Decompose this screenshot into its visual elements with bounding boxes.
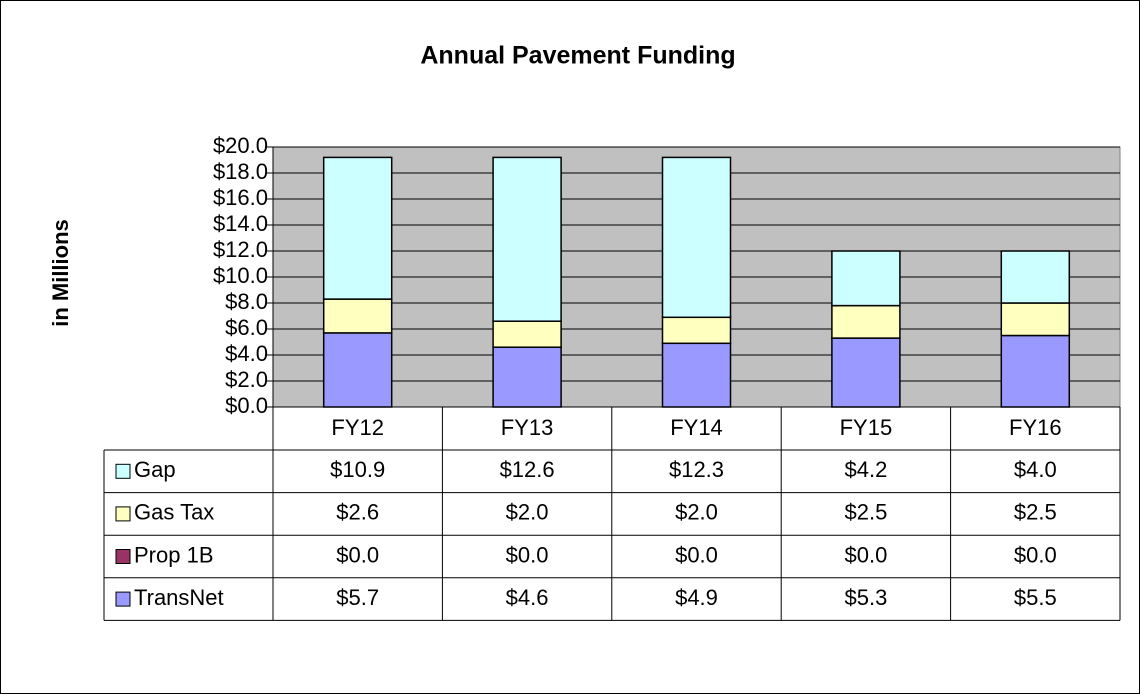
data-table-value: $12.6 xyxy=(500,457,555,482)
chart-title: Annual Pavement Funding xyxy=(420,42,735,70)
legend-label: Prop 1B xyxy=(134,542,214,567)
legend-swatch xyxy=(115,549,131,564)
bar-segment xyxy=(492,320,562,348)
y-tick-label: $4.0 xyxy=(225,341,268,366)
bar-segment xyxy=(322,298,393,334)
y-tick-label: $10.0 xyxy=(213,263,268,288)
x-tick-label: FY12 xyxy=(331,415,384,440)
y-tick-label: $0.0 xyxy=(225,393,268,418)
bar-segment xyxy=(322,156,393,300)
data-table-value: $12.3 xyxy=(669,457,724,482)
bar-segment xyxy=(492,346,562,408)
bar-segment xyxy=(661,342,732,408)
legend-label: Gap xyxy=(134,457,176,482)
y-tick-label: $8.0 xyxy=(225,289,268,314)
data-table-value: $2.6 xyxy=(336,500,379,525)
data-table-value: $5.3 xyxy=(844,585,887,610)
bar-segment xyxy=(831,337,901,408)
legend-swatch xyxy=(115,591,131,607)
x-tick-label: FY15 xyxy=(840,415,893,440)
bar-segment xyxy=(1000,250,1071,304)
data-table-value: $2.5 xyxy=(1014,500,1057,525)
data-table-value: $4.0 xyxy=(1014,457,1057,482)
x-tick-label: FY16 xyxy=(1009,415,1062,440)
y-tick-label: $20.0 xyxy=(213,133,268,158)
y-tick-label: $14.0 xyxy=(213,211,268,236)
x-tick-label: FY14 xyxy=(670,415,723,440)
y-tick-label: $18.0 xyxy=(213,159,268,184)
y-tick-label: $12.0 xyxy=(213,237,268,262)
data-table-value: $4.2 xyxy=(844,457,887,482)
bar-segment xyxy=(831,304,901,339)
data-table-value: $2.5 xyxy=(844,500,887,525)
bar-segment xyxy=(322,332,393,408)
data-table-value: $5.7 xyxy=(336,585,379,610)
y-tick-label: $2.0 xyxy=(225,367,268,392)
legend-swatch xyxy=(115,463,131,479)
data-table-value: $5.5 xyxy=(1014,585,1057,610)
data-table-value: $0.0 xyxy=(506,542,549,567)
data-table-value: $2.0 xyxy=(675,500,718,525)
bar-segment xyxy=(1000,302,1071,337)
bar-segment xyxy=(661,156,732,319)
data-table-value: $0.0 xyxy=(844,542,887,567)
bar-segment xyxy=(831,250,901,307)
y-tick-label: $16.0 xyxy=(213,185,268,210)
legend-label: TransNet xyxy=(134,585,224,610)
data-table-value: $2.0 xyxy=(506,500,549,525)
bar-segment xyxy=(1000,334,1071,408)
data-table-value: $4.6 xyxy=(506,585,549,610)
data-table-value: $10.9 xyxy=(330,457,385,482)
data-table-value: $4.9 xyxy=(675,585,718,610)
data-table-value: $0.0 xyxy=(336,542,379,567)
bar-segment xyxy=(661,316,732,345)
bar-segment xyxy=(492,156,562,322)
data-table-value: $0.0 xyxy=(675,542,718,567)
x-tick-label: FY13 xyxy=(501,415,554,440)
y-axis-label: in Millions xyxy=(48,219,73,327)
data-table-value: $0.0 xyxy=(1014,542,1057,567)
legend-label: Gas Tax xyxy=(134,500,214,525)
legend-swatch xyxy=(115,506,131,522)
y-tick-label: $6.0 xyxy=(225,315,268,340)
